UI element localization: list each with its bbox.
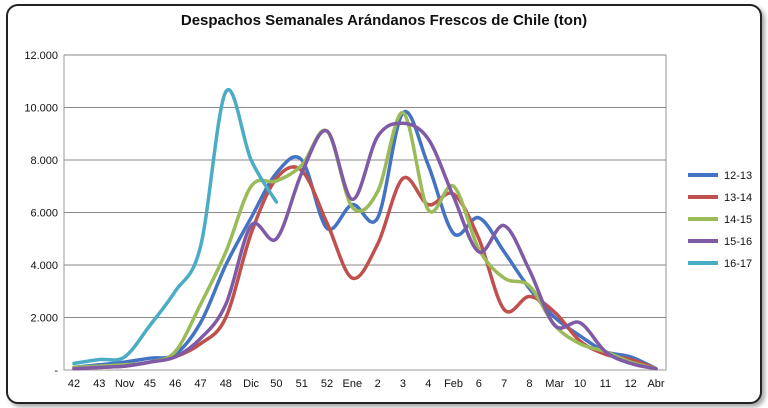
- legend-label: 12-13: [724, 170, 752, 182]
- legend-label: 15-16: [724, 236, 752, 248]
- series-line-16-17: [72, 87, 279, 366]
- chart-title: Despachos Semanales Arándanos Frescos de…: [180, 12, 588, 29]
- x-tick-label: 3: [400, 378, 406, 390]
- chart-frame: [6, 4, 762, 404]
- x-tick-label: 46: [169, 378, 181, 390]
- series-line-12-13: [72, 109, 658, 371]
- x-tick-label: 4: [425, 378, 431, 390]
- x-tick-label: Nov: [115, 378, 135, 390]
- x-tick-label: 43: [93, 378, 105, 390]
- x-tick-label: 11: [600, 378, 611, 390]
- legend-label: 14-15: [724, 214, 752, 226]
- x-tick-label: Mar: [545, 378, 564, 390]
- x-tick-label: Dic: [243, 378, 259, 390]
- x-tick-label: 6: [476, 378, 482, 390]
- x-tick-label: 2: [375, 378, 381, 390]
- x-tick-label: Abr: [647, 378, 664, 390]
- y-tick-label: 8.000: [30, 155, 58, 167]
- y-tick-label: 10.000: [24, 103, 58, 115]
- x-tick-label: 12: [625, 378, 637, 390]
- x-tick-label: Feb: [444, 378, 463, 390]
- x-tick-label: 45: [144, 378, 156, 390]
- legend-label: 13-14: [724, 192, 752, 204]
- x-tick-label: Ene: [343, 378, 363, 390]
- x-tick-label: 10: [574, 378, 586, 390]
- y-tick-label: 12.000: [24, 50, 58, 62]
- y-tick-label: -: [54, 365, 58, 377]
- x-tick-label: 50: [270, 378, 282, 390]
- x-tick-label: 7: [501, 378, 507, 390]
- x-tick-label: 47: [194, 378, 206, 390]
- y-tick-label: 2.000: [30, 313, 58, 325]
- x-tick-label: 52: [321, 378, 333, 390]
- legend-label: 16-17: [724, 258, 752, 270]
- x-tick-label: 51: [296, 378, 308, 390]
- x-tick-label: 48: [220, 378, 232, 390]
- x-tick-label: 8: [526, 378, 532, 390]
- series-line-15-16: [72, 121, 658, 371]
- y-tick-label: 4.000: [30, 260, 58, 272]
- x-tick-label: 42: [68, 378, 80, 390]
- y-tick-label: 6.000: [30, 208, 58, 220]
